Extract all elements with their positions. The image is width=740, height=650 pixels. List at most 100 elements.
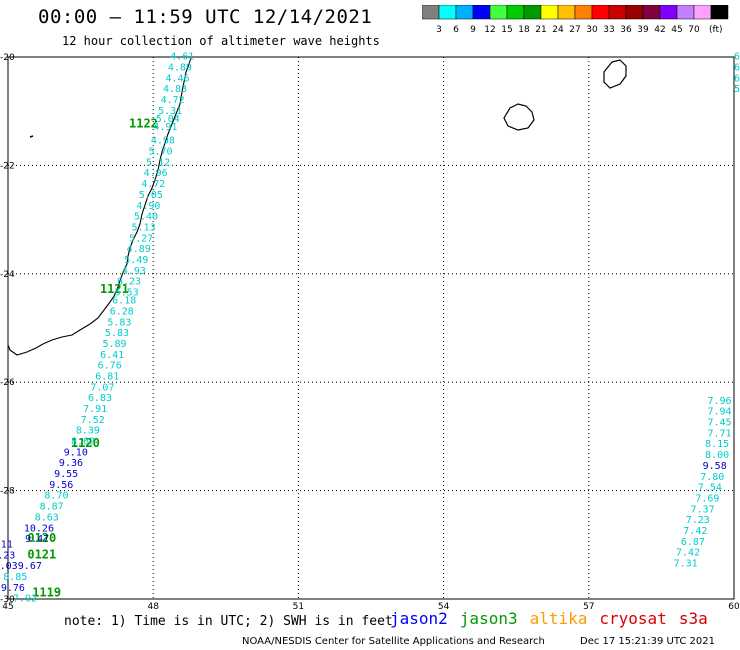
swh-value: 10.11	[0, 540, 13, 551]
swh-value: 4.91	[153, 122, 177, 133]
swh-value: 5.53	[115, 287, 139, 298]
color-scale-legend: 3 6 9 12 15 18 21 24 27 30 33 36 39 42 45 70 (ft)	[422, 5, 729, 35]
swh-value: 7.23	[686, 515, 710, 526]
swh-value: 5	[734, 84, 740, 95]
swh-readings: 4.614.894.464.834.725.315.044.914.985.70…	[0, 52, 740, 605]
longitude-tick-label: 60	[728, 602, 740, 610]
color-scale-label: 21	[535, 25, 546, 35]
swh-value: 5.04	[156, 114, 180, 125]
color-scale-label: 45	[671, 25, 682, 35]
color-scale-label: 36	[620, 25, 632, 35]
color-scale-label: 42	[654, 25, 665, 35]
track-id-label: 1122	[129, 116, 158, 130]
swh-value: 8.70	[44, 491, 68, 502]
swh-value: 5.89	[102, 339, 126, 350]
color-scale-label: 3	[436, 25, 442, 35]
swh-value: 7.37	[691, 504, 715, 515]
track-id-label: 0121	[27, 547, 56, 561]
swh-value: 10.23	[0, 550, 15, 561]
longitude-tick-label: 48	[147, 602, 159, 610]
islet	[29, 135, 34, 138]
track-id-label: 0120	[27, 531, 56, 545]
map-canvas: 45 48 51 54 57 60-20-22-24-26-28-30 112211211…	[0, 52, 740, 610]
swh-value: 7.96	[707, 396, 731, 407]
swh-value: 7.69	[695, 493, 719, 504]
color-scale-label: 33	[603, 25, 614, 35]
swh-value: 6.83	[88, 393, 112, 404]
swh-value: 9.10	[64, 447, 88, 458]
satellite-legend: jason2 jason3 altika cryosat s3a	[390, 609, 720, 628]
color-scale-label: 24	[552, 25, 564, 35]
swh-value: 6.87	[681, 537, 705, 548]
satellite-legend-item: jason2	[390, 609, 448, 628]
swh-value: 9.36	[59, 458, 83, 469]
swh-value: 6.76	[98, 361, 122, 372]
swh-value: 9.47	[25, 534, 49, 545]
swh-value: 5.05	[139, 190, 163, 201]
swh-value: 4.89	[127, 244, 151, 255]
satellite-legend-item: cryosat	[599, 609, 667, 628]
color-scale-label: 9	[470, 25, 476, 35]
swh-value: 5.83	[107, 317, 131, 328]
swh-value: 8.39	[76, 426, 100, 437]
swh-value: 6.18	[112, 296, 136, 307]
swh-value: 6	[734, 73, 740, 84]
swh-value: 9.55	[54, 469, 78, 480]
swh-value: 7.42	[683, 526, 707, 537]
swh-value: 6.41	[100, 350, 124, 361]
swh-value: 8.62	[71, 437, 95, 448]
color-scale-label: 6	[453, 25, 459, 35]
swh-value: 5.40	[134, 212, 158, 223]
color-swatch	[710, 5, 729, 20]
swh-value: 6	[734, 52, 740, 63]
reunion-island	[503, 103, 535, 131]
color-scale-label: 30	[586, 25, 598, 35]
longitude-tick-label: 45	[2, 602, 13, 610]
page-title: 00:00 – 11:59 UTC 12/14/2021	[38, 6, 373, 28]
color-scale-label: 70	[688, 25, 700, 35]
satellite-legend-item: jason3	[459, 609, 518, 628]
color-scale-label: 15	[501, 25, 512, 35]
color-scale-label: 39	[637, 25, 649, 35]
swh-value: 6.81	[95, 371, 119, 382]
swh-value: 9.67	[18, 561, 42, 572]
footnote: note: 1) Time is in UTC; 2) SWH is in fe…	[64, 614, 393, 629]
swh-value: 5.27	[129, 233, 153, 244]
map-frame	[7, 56, 735, 600]
latitude-tick-label: -24	[0, 270, 15, 280]
color-scale-label: 27	[569, 25, 580, 35]
swh-value: 4.89	[168, 63, 192, 74]
swh-value: 4.96	[144, 168, 168, 179]
swh-value: 4.46	[165, 73, 189, 84]
swh-value: 5.70	[148, 147, 172, 158]
swh-value: 4.98	[151, 136, 175, 147]
track-id-label: 1119	[32, 585, 61, 599]
swh-value: 7.45	[707, 418, 731, 429]
swh-value: 8.00	[705, 450, 729, 461]
swh-value: 8.15	[705, 439, 729, 450]
swh-value: 7.91	[83, 404, 107, 415]
satellite-legend-item: altika	[529, 609, 588, 628]
swh-value: 5.31	[158, 106, 182, 117]
swh-value: 8.87	[40, 502, 64, 513]
swh-value: 7.92	[13, 594, 37, 605]
latitude-tick-label: -22	[0, 161, 15, 171]
swh-value: 7.07	[90, 382, 114, 393]
swh-value: 9.58	[703, 461, 727, 472]
mauritius-island	[603, 59, 627, 89]
swh-value: 6.23	[117, 277, 141, 288]
swh-value: 6.28	[110, 306, 134, 317]
swh-value: 4.72	[161, 95, 185, 106]
longitude-tick-label: 57	[583, 602, 594, 610]
swh-value: 10.26	[24, 523, 54, 534]
swh-value: 7.42	[676, 548, 700, 559]
axis-tick-labels: 45 48 51 54 57 60 -20 -22 -24 -26 -28 -30	[0, 53, 740, 610]
swh-value: 6	[734, 63, 740, 74]
swh-value: 7.54	[698, 483, 722, 494]
swh-value: 5.49	[124, 255, 148, 266]
longitude-tick-label: 54	[438, 602, 450, 610]
swh-value: 4.93	[122, 266, 146, 277]
swh-value: 4.90	[136, 201, 160, 212]
swh-value: 7.52	[81, 415, 105, 426]
graticule	[8, 57, 734, 599]
